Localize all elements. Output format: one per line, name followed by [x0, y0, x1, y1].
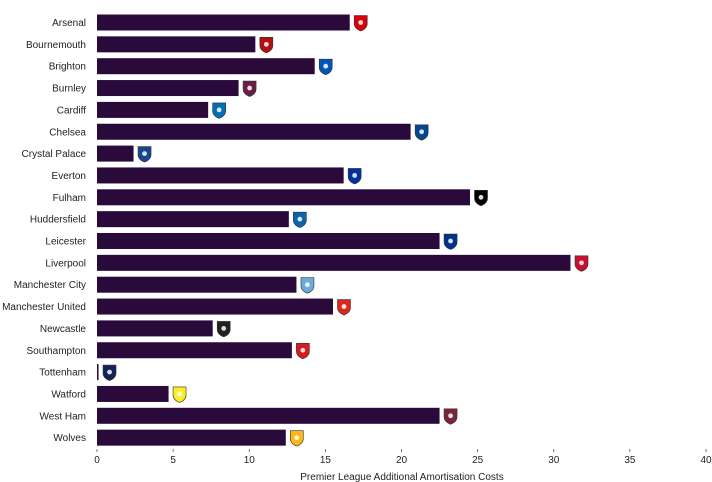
- category-label-chelsea: Chelsea: [49, 127, 86, 138]
- category-label-west-ham: West Ham: [40, 411, 87, 422]
- x-tick-label-10: 10: [244, 455, 256, 466]
- team-badges: [102, 15, 589, 447]
- bar-everton: [97, 167, 344, 184]
- category-label-watford: Watford: [51, 389, 86, 400]
- liverpool-crest-icon: [574, 255, 589, 272]
- everton-crest-icon: [347, 168, 362, 185]
- x-tick-label-25: 25: [472, 455, 484, 466]
- bar-bournemouth: [97, 36, 256, 53]
- x-axis: 0 5 10 15 20 25 30 35 40: [94, 449, 712, 466]
- category-label-tottenham: Tottenham: [39, 368, 86, 379]
- category-label-liverpool: Liverpool: [45, 258, 86, 269]
- category-label-brighton: Brighton: [49, 62, 86, 73]
- bar-burnley: [97, 80, 239, 97]
- bournemouth-crest-icon: [259, 37, 274, 54]
- category-label-arsenal: Arsenal: [52, 18, 86, 29]
- category-label-bournemouth: Bournemouth: [26, 40, 86, 51]
- arsenal-crest-icon: [353, 15, 368, 32]
- fulham-crest-icon: [474, 190, 488, 207]
- bar-arsenal: [97, 14, 350, 31]
- category-label-wolves: Wolves: [53, 433, 86, 444]
- manchester-city-crest-icon: [300, 277, 315, 294]
- crystal-palace-crest-icon: [137, 146, 152, 163]
- x-axis-title: Premier League Additional Amortisation C…: [300, 472, 503, 482]
- x-tick-label-20: 20: [396, 455, 408, 466]
- category-label-fulham: Fulham: [53, 193, 86, 204]
- category-label-southampton: Southampton: [27, 346, 87, 357]
- leicester-crest-icon: [443, 233, 458, 250]
- bar-manchester-city: [97, 276, 297, 293]
- bar-chelsea: [97, 123, 411, 140]
- bar-brighton: [97, 58, 315, 75]
- chelsea-crest-icon: [414, 124, 429, 141]
- watford-crest-icon: [172, 386, 187, 403]
- bar-newcastle: [97, 320, 213, 337]
- bar-watford: [97, 385, 169, 402]
- x-tick-label-15: 15: [320, 455, 332, 466]
- southampton-crest-icon: [296, 342, 310, 360]
- category-label-cardiff: Cardiff: [57, 105, 86, 116]
- category-label-manchester-city: Manchester City: [14, 280, 86, 291]
- tottenham-crest-icon: [102, 364, 117, 381]
- category-label-burnley: Burnley: [52, 84, 86, 95]
- bar-tottenham: [97, 364, 99, 381]
- bar-west-ham: [97, 407, 440, 424]
- category-labels: Arsenal Bournemouth Brighton Burnley Cardiff…: [2, 18, 87, 444]
- category-label-crystal-palace: Crystal Palace: [22, 149, 87, 160]
- bar-crystal-palace: [97, 145, 134, 162]
- burnley-crest-icon: [242, 80, 257, 97]
- bar-liverpool: [97, 254, 571, 271]
- wolves-crest-icon: [289, 430, 304, 447]
- bar-leicester: [97, 233, 440, 249]
- manchester-united-crest-icon: [337, 299, 351, 316]
- newcastle-crest-icon: [216, 321, 231, 338]
- x-tick-label-35: 35: [624, 455, 636, 466]
- west-ham-crest-icon: [443, 408, 458, 425]
- x-tick-label-0: 0: [94, 455, 100, 466]
- bar-wolves: [97, 429, 286, 446]
- bars: [97, 14, 571, 446]
- bar-manchester-united: [97, 298, 333, 315]
- bar-southampton: [97, 342, 292, 359]
- x-tick-label-5: 5: [170, 455, 176, 466]
- category-label-manchester-united: Manchester United: [2, 302, 86, 313]
- bar-huddersfield: [97, 211, 289, 228]
- category-label-huddersfield: Huddersfield: [30, 215, 86, 226]
- huddersfield-crest-icon: [293, 211, 307, 228]
- bar-cardiff: [97, 101, 209, 118]
- brighton-crest-icon: [318, 58, 333, 76]
- category-label-everton: Everton: [52, 171, 86, 182]
- cardiff-crest-icon: [212, 102, 226, 119]
- x-tick-label-40: 40: [700, 455, 712, 466]
- category-label-leicester: Leicester: [45, 237, 86, 248]
- bar-fulham: [97, 189, 471, 206]
- category-label-newcastle: Newcastle: [40, 324, 87, 335]
- x-tick-label-30: 30: [548, 455, 560, 466]
